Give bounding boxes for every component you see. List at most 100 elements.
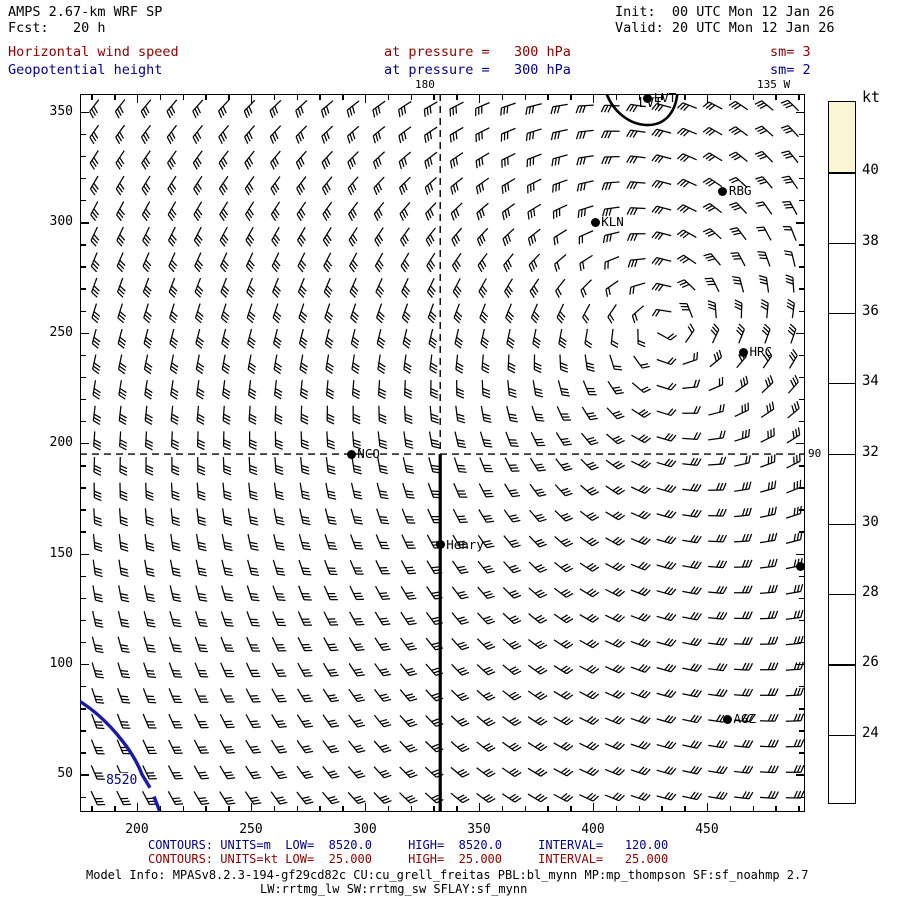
wind-barb	[527, 178, 542, 194]
wind-barb	[734, 662, 754, 671]
wind-barb	[728, 126, 748, 137]
wind-barb	[708, 739, 728, 749]
wind-barb	[708, 637, 728, 646]
wind-barb	[297, 226, 306, 247]
colorbar-units: kt	[862, 88, 881, 106]
wind-barb	[89, 175, 99, 196]
wind-barb	[501, 178, 516, 194]
wind-barb	[476, 202, 489, 221]
wind-barb	[451, 663, 470, 676]
wind-barb	[351, 380, 361, 400]
wind-barb	[143, 610, 156, 628]
wind-barb	[581, 406, 598, 421]
field-1-pressure: at pressure = 300 hPa	[384, 44, 571, 60]
wind-barb	[196, 380, 205, 400]
wind-barb	[676, 229, 697, 239]
wind-barb	[376, 482, 389, 500]
wind-barb	[577, 205, 594, 218]
wind-barb	[656, 689, 677, 698]
wind-barb	[195, 533, 207, 552]
station-label-lvt: LVT	[638, 96, 663, 111]
wind-barb	[759, 506, 777, 518]
wind-barb	[222, 431, 231, 451]
wind-barb	[398, 126, 412, 144]
wind-barb	[651, 128, 672, 138]
x-tick	[182, 806, 184, 812]
station-marker[interactable]	[722, 714, 732, 724]
wind-barb	[142, 226, 152, 247]
wind-barb	[400, 585, 417, 600]
y-tick	[799, 575, 805, 577]
colorbar-divider	[829, 312, 855, 315]
wind-barb	[754, 150, 774, 163]
wind-barb	[579, 588, 600, 598]
wind-barb	[89, 124, 100, 145]
station-marker[interactable]	[435, 540, 445, 550]
station-marker[interactable]	[346, 449, 356, 459]
wind-barb	[555, 278, 566, 298]
wind-barb	[321, 176, 333, 196]
wind-barb	[759, 713, 779, 722]
station-marker[interactable]	[590, 217, 600, 227]
wind-barb	[503, 535, 521, 548]
wind-barb	[346, 125, 360, 144]
wind-barb	[550, 129, 568, 141]
wind-barb	[402, 328, 412, 349]
x-tick	[638, 806, 640, 812]
wind-barb	[631, 382, 651, 394]
wind-barb	[167, 201, 177, 222]
wind-barb	[476, 767, 496, 778]
wind-barb	[222, 405, 231, 425]
y-tick	[80, 133, 86, 136]
wind-barb	[168, 277, 178, 298]
x-tick	[342, 94, 344, 100]
y-tick	[80, 641, 86, 644]
wind-barb	[579, 562, 600, 572]
wind-barb	[454, 431, 467, 449]
wind-barb	[527, 716, 548, 726]
model-info-line-1: Model Info: MPASv8.2.3-194-gf29cd82c CU:…	[86, 868, 809, 882]
x-tick	[775, 94, 777, 100]
wind-barb	[193, 791, 210, 805]
wind-barb	[656, 663, 677, 673]
wind-barb	[682, 351, 699, 365]
wind-barb	[374, 637, 391, 651]
wind-barb	[195, 354, 205, 375]
wind-barb	[507, 354, 516, 374]
plot-area[interactable]: LVT RBG KLN HRC NCO Henry AGZ	[80, 90, 805, 812]
wind-barb	[656, 586, 677, 596]
colorbar-tick-label: 26	[862, 654, 879, 671]
wind-barb	[708, 508, 727, 517]
wind-barb	[140, 124, 152, 145]
wind-barb	[115, 124, 126, 145]
wind-barb	[610, 328, 619, 349]
wind-barb	[758, 275, 770, 293]
station-marker[interactable]	[738, 347, 748, 357]
wind-barb	[142, 713, 157, 729]
wind-barb	[141, 175, 151, 196]
wind-barb	[300, 431, 309, 450]
wind-barb	[554, 536, 574, 547]
wind-barb	[450, 689, 470, 702]
wind-barb	[501, 203, 515, 221]
wind-barb	[373, 740, 392, 753]
wind-barb	[604, 741, 625, 751]
wind-barb	[271, 714, 287, 729]
wind-barb	[167, 765, 183, 780]
wind-barb	[399, 740, 418, 753]
wind-barb	[273, 508, 285, 526]
wind-barb	[243, 99, 256, 119]
wind-barb	[734, 299, 743, 319]
y-tick	[80, 796, 86, 798]
wind-barb	[682, 611, 702, 621]
wind-barb	[91, 303, 101, 324]
wind-barb	[168, 739, 183, 755]
wind-barb	[116, 201, 125, 222]
y-tick	[80, 752, 86, 754]
wind-barb	[347, 791, 366, 805]
colorbar[interactable]	[828, 101, 856, 804]
wind-barb	[322, 201, 333, 222]
y-tick	[80, 487, 86, 489]
wind-barb	[91, 277, 100, 298]
wind-barb	[605, 459, 626, 470]
